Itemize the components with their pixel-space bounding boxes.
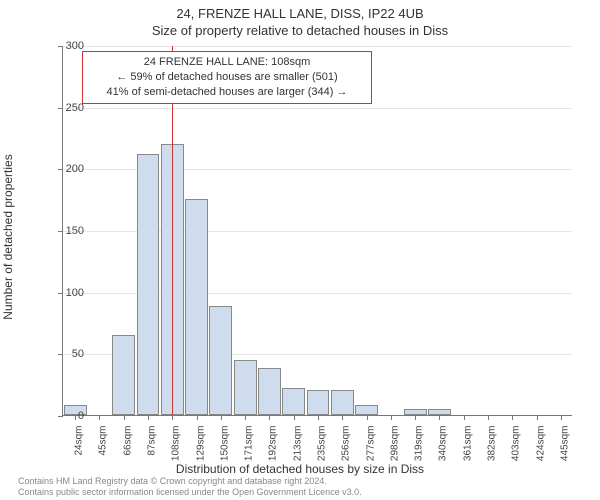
gridline	[63, 108, 572, 109]
chart-container: 24, FRENZE HALL LANE, DISS, IP22 4UB Siz…	[0, 0, 600, 500]
chart-area: 24sqm45sqm66sqm87sqm108sqm129sqm150sqm17…	[62, 46, 572, 416]
x-axis-label: Distribution of detached houses by size …	[0, 462, 600, 476]
xtick-mark	[318, 415, 319, 420]
xtick-mark	[439, 415, 440, 420]
footer-line-1: Contains HM Land Registry data © Crown c…	[18, 476, 362, 487]
ytick-label: 150	[44, 225, 84, 237]
xtick-mark	[512, 415, 513, 420]
xtick-mark	[488, 415, 489, 420]
ytick-label: 0	[44, 410, 84, 422]
xtick-mark	[464, 415, 465, 420]
ytick-label: 100	[44, 287, 84, 299]
title-main: 24, FRENZE HALL LANE, DISS, IP22 4UB	[0, 0, 600, 21]
xtick-mark	[415, 415, 416, 420]
xtick-mark	[391, 415, 392, 420]
xtick-mark	[367, 415, 368, 420]
xtick-mark	[99, 415, 100, 420]
annotation-line: 24 FRENZE HALL LANE: 108sqm	[91, 55, 363, 70]
gridline	[63, 46, 572, 47]
footer-attribution: Contains HM Land Registry data © Crown c…	[18, 476, 362, 499]
histogram-bar	[234, 360, 257, 416]
xtick-mark	[561, 415, 562, 420]
xtick-mark	[245, 415, 246, 420]
y-axis-label: Number of detached properties	[1, 154, 15, 319]
xtick-mark	[172, 415, 173, 420]
histogram-bar	[112, 335, 135, 415]
ytick-label: 300	[44, 40, 84, 52]
xtick-mark	[294, 415, 295, 420]
annotation-line: 41% of semi-detached houses are larger (…	[91, 85, 363, 100]
xtick-mark	[124, 415, 125, 420]
ytick-label: 200	[44, 163, 84, 175]
xtick-mark	[148, 415, 149, 420]
ytick-label: 50	[44, 348, 84, 360]
ytick-label: 250	[44, 102, 84, 114]
annotation-line: ← 59% of detached houses are smaller (50…	[91, 70, 363, 85]
title-sub: Size of property relative to detached ho…	[0, 21, 600, 42]
xtick-mark	[221, 415, 222, 420]
histogram-bar	[185, 199, 208, 415]
histogram-bar	[137, 154, 160, 415]
xtick-mark	[537, 415, 538, 420]
histogram-bar	[355, 405, 378, 415]
histogram-bar	[258, 368, 281, 415]
histogram-bar	[282, 388, 305, 415]
annotation-box: 24 FRENZE HALL LANE: 108sqm← 59% of deta…	[82, 51, 372, 104]
xtick-mark	[269, 415, 270, 420]
histogram-bar	[307, 390, 330, 415]
xtick-mark	[197, 415, 198, 420]
histogram-bar	[331, 390, 354, 415]
xtick-mark	[342, 415, 343, 420]
histogram-bar	[209, 306, 232, 415]
footer-line-2: Contains public sector information licen…	[18, 487, 362, 498]
